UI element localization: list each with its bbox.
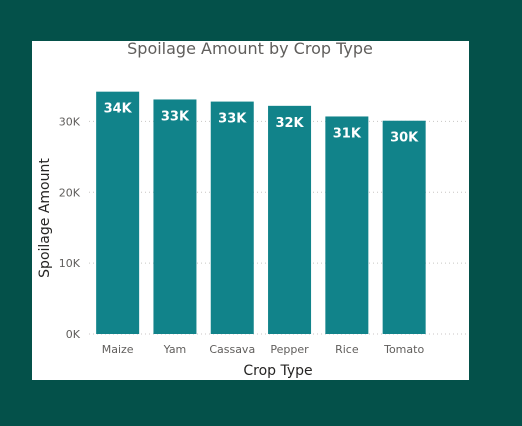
bar-cassava[interactable] bbox=[210, 101, 254, 335]
chart-card: Spoilage Amount by Crop Type Spoilage Am… bbox=[32, 41, 469, 380]
y-axis-title: Spoilage Amount bbox=[37, 158, 53, 278]
bar-rice[interactable] bbox=[325, 116, 369, 335]
x-tick-label: Tomato bbox=[383, 343, 424, 356]
bar-maize[interactable] bbox=[96, 91, 140, 334]
bar-data-label: 32K bbox=[275, 116, 304, 131]
bar-data-label: 30K bbox=[390, 131, 419, 146]
x-tick-label: Pepper bbox=[270, 343, 309, 356]
bar-data-label: 31K bbox=[333, 126, 362, 141]
y-tick-label: 20K bbox=[59, 186, 81, 199]
y-axis: 0K 10K 20K 30K bbox=[59, 115, 81, 341]
y-tick-label: 0K bbox=[66, 328, 81, 341]
x-axis-title: Crop Type bbox=[243, 363, 312, 379]
x-tick-label: Rice bbox=[335, 343, 359, 356]
bar-yam[interactable] bbox=[153, 99, 197, 334]
y-tick-label: 30K bbox=[59, 115, 81, 128]
x-tick-label: Cassava bbox=[209, 343, 255, 356]
x-tick-label: Maize bbox=[102, 343, 134, 356]
bar-data-label: 34K bbox=[104, 102, 133, 117]
bar-data-label: 33K bbox=[161, 109, 190, 124]
bar-data-label: 33K bbox=[218, 112, 247, 127]
y-tick-label: 10K bbox=[59, 257, 81, 270]
x-axis: Maize Yam Cassava Pepper Rice Tomato bbox=[102, 343, 425, 356]
x-tick-label: Yam bbox=[163, 343, 187, 356]
bar-pepper[interactable] bbox=[268, 105, 312, 334]
chart-title: Spoilage Amount by Crop Type bbox=[127, 41, 373, 58]
bar-chart: Spoilage Amount by Crop Type Spoilage Am… bbox=[37, 41, 469, 379]
bars: 34K 33K 33K 32K 31K 30K bbox=[96, 91, 426, 335]
bar-tomato[interactable] bbox=[382, 120, 426, 334]
